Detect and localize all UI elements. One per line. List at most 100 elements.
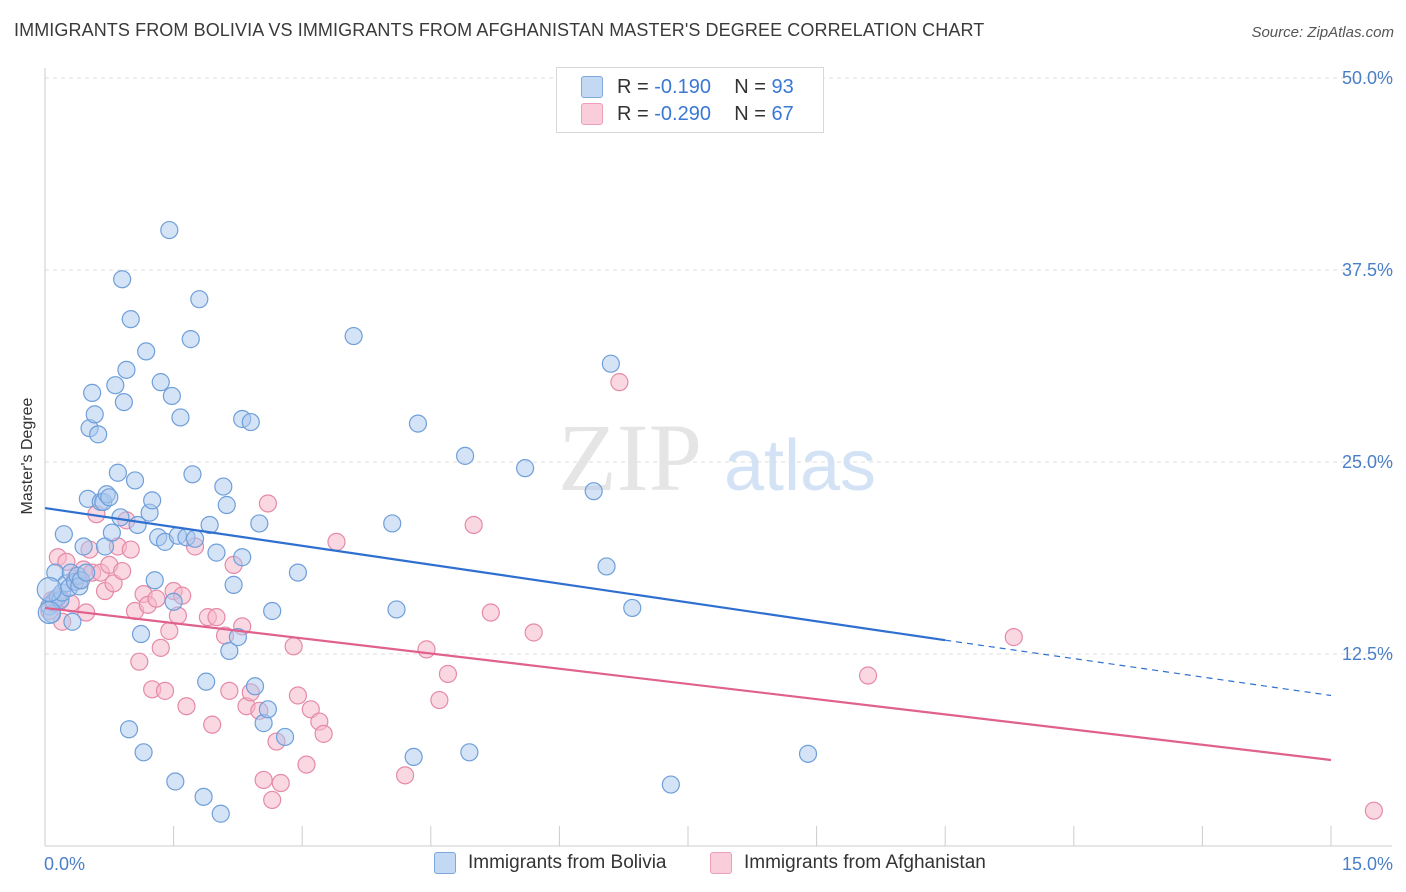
- data-point-afghanistan: [113, 561, 132, 581]
- data-point-bolivia: [661, 775, 680, 794]
- data-point-bolivia: [83, 383, 102, 402]
- data-point-afghanistan: [177, 697, 196, 716]
- r-label: R =: [617, 102, 649, 125]
- data-point-afghanistan: [203, 715, 222, 734]
- data-point-afghanistan: [610, 373, 629, 392]
- data-point-bolivia: [100, 488, 119, 507]
- data-point-bolivia: [228, 628, 247, 647]
- data-point-afghanistan: [254, 770, 273, 790]
- data-point-bolivia: [145, 571, 164, 590]
- bolivia-legend-swatch: [434, 852, 456, 874]
- data-point-bolivia: [224, 575, 243, 594]
- data-point-bolivia: [601, 354, 620, 373]
- chart-title: IMMIGRANTS FROM BOLIVIA VS IMMIGRANTS FR…: [14, 20, 985, 40]
- data-point-bolivia: [74, 537, 93, 556]
- data-point-bolivia: [162, 386, 181, 406]
- trend-line-bolivia: [44, 506, 946, 642]
- data-point-afghanistan: [417, 640, 436, 659]
- data-point-bolivia: [241, 412, 260, 432]
- data-point-bolivia: [85, 405, 104, 424]
- afghanistan-swatch: [581, 103, 603, 125]
- watermark: ZIP atlas: [558, 404, 876, 511]
- data-point-afghanistan: [151, 638, 170, 657]
- data-point-bolivia: [250, 514, 269, 533]
- data-point-afghanistan: [481, 603, 500, 622]
- data-point-bolivia: [217, 495, 236, 515]
- data-point-bolivia: [207, 543, 226, 562]
- data-point-bolivia: [455, 446, 475, 465]
- data-point-afghanistan: [438, 664, 458, 684]
- gridlines: [45, 77, 1392, 655]
- data-point-bolivia: [63, 612, 82, 631]
- data-point-afghanistan: [327, 532, 346, 551]
- source-credit: Source: ZipAtlas.com: [1251, 24, 1394, 41]
- data-point-bolivia: [190, 290, 209, 309]
- data-point-bolivia: [183, 465, 202, 484]
- data-point-bolivia: [383, 514, 402, 533]
- data-point-bolivia: [117, 360, 136, 379]
- legend-item-afghanistan[interactable]: Immigrants from Afghanistan: [710, 852, 986, 874]
- correlation-legend: R = -0.190 N = 93 R = -0.290 N = 67: [556, 67, 824, 133]
- legend-row-bolivia: R = -0.190 N = 93: [581, 74, 794, 100]
- data-point-bolivia: [344, 326, 363, 346]
- data-point-bolivia: [137, 342, 156, 361]
- data-point-bolivia: [185, 529, 205, 548]
- data-point-bolivia: [460, 743, 479, 762]
- data-point-afghanistan: [858, 666, 878, 685]
- data-point-bolivia: [597, 557, 616, 576]
- data-point-bolivia: [106, 376, 125, 395]
- data-point-bolivia: [143, 491, 162, 510]
- trend-lines: [44, 506, 1332, 762]
- bolivia-points: [36, 220, 818, 823]
- r-label: R =: [617, 75, 649, 98]
- data-point-afghanistan: [297, 755, 316, 774]
- data-point-afghanistan: [130, 652, 149, 671]
- n-value-afghanistan: 67: [771, 102, 794, 125]
- data-point-afghanistan: [121, 540, 140, 559]
- data-point-bolivia: [408, 414, 428, 433]
- r-value-afghanistan: -0.290: [654, 102, 711, 125]
- data-point-bolivia: [114, 392, 133, 412]
- data-point-afghanistan: [395, 766, 415, 785]
- trend-line-bolivia-extension: [945, 639, 1332, 697]
- data-point-bolivia: [233, 548, 252, 567]
- y-tick-label: 25.0%: [1342, 452, 1393, 472]
- data-point-bolivia: [36, 576, 62, 603]
- data-point-bolivia: [113, 270, 132, 289]
- data-point-afghanistan: [271, 773, 290, 793]
- data-point-bolivia: [171, 408, 190, 427]
- data-point-bolivia: [584, 482, 603, 501]
- data-point-bolivia: [194, 787, 213, 806]
- data-point-afghanistan: [155, 681, 175, 700]
- data-point-bolivia: [387, 600, 406, 619]
- data-point-afghanistan: [301, 700, 320, 719]
- data-point-bolivia: [151, 373, 170, 392]
- data-point-bolivia: [220, 641, 239, 661]
- data-point-afghanistan: [220, 681, 239, 700]
- data-point-afghanistan: [288, 686, 308, 705]
- n-value-bolivia: 93: [771, 75, 794, 98]
- afghanistan-legend-swatch: [710, 852, 732, 874]
- data-point-bolivia: [119, 720, 139, 739]
- legend-item-bolivia[interactable]: Immigrants from Bolivia: [434, 852, 667, 874]
- data-point-afghanistan: [104, 574, 123, 593]
- trend-line-afghanistan: [44, 606, 1332, 762]
- data-point-bolivia: [798, 744, 818, 763]
- data-point-bolivia: [166, 772, 185, 791]
- data-point-bolivia: [89, 425, 108, 444]
- data-point-afghanistan: [314, 724, 333, 743]
- data-point-bolivia: [181, 330, 200, 349]
- data-point-bolivia: [275, 727, 295, 747]
- data-point-bolivia: [108, 463, 127, 482]
- n-label: N =: [734, 102, 766, 125]
- data-point-bolivia: [131, 624, 151, 644]
- data-point-bolivia: [164, 592, 183, 611]
- data-point-bolivia: [125, 471, 145, 490]
- axes: [44, 68, 1392, 847]
- data-point-bolivia: [102, 523, 121, 542]
- y-tick-label: 37.5%: [1342, 260, 1393, 280]
- data-point-bolivia: [200, 515, 219, 535]
- data-point-bolivia: [37, 600, 61, 625]
- data-point-bolivia: [623, 598, 642, 618]
